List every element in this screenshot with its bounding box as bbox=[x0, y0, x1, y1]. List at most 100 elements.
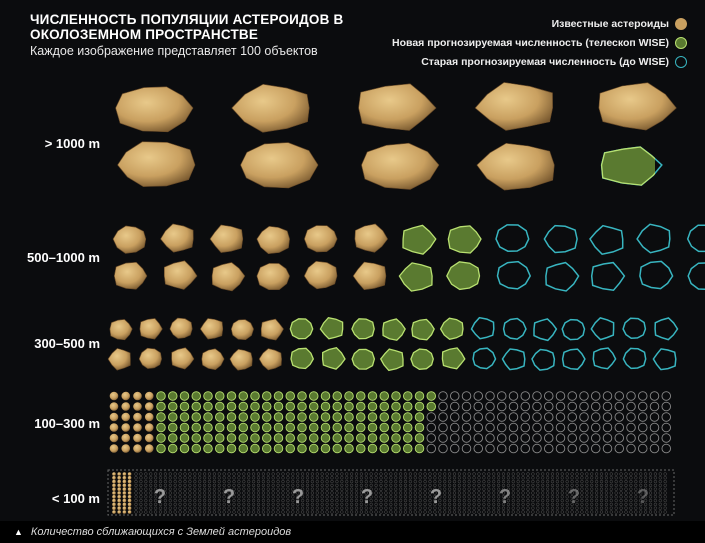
dot-unknown-row5 bbox=[452, 491, 457, 495]
dot-unknown-row5 bbox=[482, 510, 486, 514]
dot-unknown-row5 bbox=[340, 502, 344, 507]
triangle-icon: ▲ bbox=[14, 527, 23, 537]
dot-unknown-row5 bbox=[643, 498, 648, 503]
asteroid-old-row3 bbox=[652, 348, 677, 371]
dot-old-row4 bbox=[555, 391, 566, 401]
dot-unknown-row5 bbox=[423, 495, 427, 499]
dot-unknown-row5 bbox=[590, 479, 594, 484]
dot-unknown-row5 bbox=[320, 495, 324, 499]
dot-unknown-row5 bbox=[511, 483, 515, 488]
dot-old-row4 bbox=[638, 422, 648, 433]
dot-unknown-row5 bbox=[526, 498, 530, 503]
dot-unknown-row5 bbox=[408, 495, 413, 499]
question-mark: ? bbox=[499, 486, 511, 508]
dot-old-row4 bbox=[438, 443, 448, 454]
dot-unknown-row5 bbox=[183, 472, 187, 476]
dot-unknown-row5 bbox=[173, 510, 177, 514]
dot-unknown-row5 bbox=[609, 483, 613, 488]
asteroid-new-row3 bbox=[289, 318, 314, 340]
dot-unknown-row5 bbox=[590, 506, 594, 510]
dot-unknown-row5 bbox=[149, 487, 153, 491]
asteroid-new-row3 bbox=[411, 318, 435, 341]
dot-unknown-row5 bbox=[134, 483, 138, 488]
dot-unknown-row5 bbox=[158, 502, 163, 507]
dot-known-row4 bbox=[133, 402, 142, 411]
dot-unknown-row5 bbox=[315, 476, 319, 480]
dot-new-row4 bbox=[167, 433, 178, 443]
dot-unknown-row5 bbox=[310, 498, 315, 503]
dot-new-row4 bbox=[214, 401, 225, 412]
dot-unknown-row5 bbox=[310, 476, 315, 480]
dot-unknown-row5 bbox=[178, 483, 182, 488]
dot-unknown-row5 bbox=[639, 476, 643, 480]
dot-unknown-row5 bbox=[183, 487, 187, 491]
dot-new-row4 bbox=[332, 422, 343, 433]
dot-unknown-row5 bbox=[580, 502, 584, 507]
dot-unknown-row5 bbox=[198, 506, 202, 510]
row-label-5: < 100 m bbox=[51, 491, 100, 506]
dot-unknown-row5 bbox=[139, 487, 143, 491]
dot-unknown-row5 bbox=[320, 506, 324, 510]
dot-unknown-row5 bbox=[364, 491, 368, 495]
dot-known-row4 bbox=[144, 412, 154, 422]
asteroid-old-row3 bbox=[472, 347, 497, 370]
dot-known-row5 bbox=[127, 487, 132, 492]
dot-old-row4 bbox=[544, 401, 554, 412]
dot-unknown-row5 bbox=[374, 502, 378, 507]
dot-unknown-row5 bbox=[193, 491, 197, 495]
pictograph-chart: ???????? bbox=[107, 82, 705, 516]
dot-unknown-row5 bbox=[643, 502, 648, 507]
dot-unknown-row5 bbox=[472, 483, 476, 488]
dot-unknown-row5 bbox=[251, 506, 256, 510]
dot-unknown-row5 bbox=[315, 491, 319, 495]
dot-known-row5 bbox=[127, 510, 132, 514]
legend-label-known: Известные астероиды bbox=[551, 17, 669, 30]
dot-unknown-row5 bbox=[614, 495, 618, 499]
dot-unknown-row5 bbox=[134, 510, 138, 514]
dot-known-row5 bbox=[112, 476, 116, 480]
dot-new-row4 bbox=[403, 401, 413, 412]
dot-unknown-row5 bbox=[462, 506, 466, 510]
dot-unknown-row5 bbox=[247, 487, 251, 491]
dot-unknown-row5 bbox=[619, 487, 623, 491]
dot-unknown-row5 bbox=[286, 491, 290, 495]
dot-unknown-row5 bbox=[354, 491, 359, 495]
dot-unknown-row5 bbox=[198, 502, 202, 507]
dot-unknown-row5 bbox=[506, 502, 511, 507]
dot-unknown-row5 bbox=[247, 495, 251, 499]
dot-unknown-row5 bbox=[330, 491, 334, 495]
dot-unknown-row5 bbox=[374, 472, 378, 476]
dot-unknown-row5 bbox=[330, 506, 334, 510]
dot-unknown-row5 bbox=[163, 479, 168, 484]
dot-unknown-row5 bbox=[364, 472, 368, 476]
dot-unknown-row5 bbox=[506, 483, 511, 488]
dot-unknown-row5 bbox=[418, 476, 422, 480]
dot-unknown-row5 bbox=[555, 498, 560, 503]
dot-unknown-row5 bbox=[609, 472, 613, 476]
legend: Известные астероиды Новая прогнозируемая… bbox=[392, 14, 687, 71]
dot-unknown-row5 bbox=[296, 498, 300, 503]
dot-unknown-row5 bbox=[413, 510, 417, 514]
dot-new-row4 bbox=[297, 443, 307, 454]
dot-unknown-row5 bbox=[207, 479, 212, 484]
dot-unknown-row5 bbox=[619, 498, 623, 503]
dot-unknown-row5 bbox=[359, 476, 364, 480]
dot-unknown-row5 bbox=[599, 483, 604, 488]
dot-unknown-row5 bbox=[163, 487, 168, 491]
dot-old-row4 bbox=[461, 412, 472, 422]
dot-old-row4 bbox=[567, 422, 578, 433]
dot-unknown-row5 bbox=[639, 491, 643, 495]
dot-old-row4 bbox=[591, 443, 601, 454]
dot-unknown-row5 bbox=[452, 495, 457, 499]
dot-unknown-row5 bbox=[594, 506, 599, 510]
dot-unknown-row5 bbox=[315, 479, 319, 484]
dot-unknown-row5 bbox=[139, 506, 143, 510]
dot-unknown-row5 bbox=[604, 510, 609, 514]
dot-unknown-row5 bbox=[648, 502, 653, 507]
dot-unknown-row5 bbox=[614, 491, 618, 495]
dot-unknown-row5 bbox=[590, 487, 594, 491]
dot-unknown-row5 bbox=[320, 472, 324, 476]
dot-unknown-row5 bbox=[585, 491, 589, 495]
dot-unknown-row5 bbox=[599, 502, 604, 507]
dot-unknown-row5 bbox=[345, 476, 349, 480]
